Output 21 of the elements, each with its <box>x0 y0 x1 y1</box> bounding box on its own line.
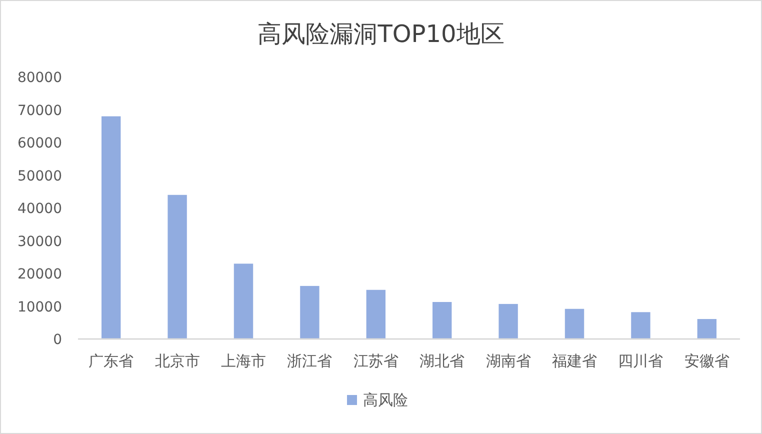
x-tick-label: 上海市 <box>221 352 266 370</box>
y-tick-label: 40000 <box>17 201 62 217</box>
y-tick-label: 10000 <box>17 299 62 316</box>
y-tick-label: 20000 <box>17 266 62 282</box>
x-tick-label: 湖北省 <box>420 352 465 370</box>
legend-label: 高风险 <box>363 391 408 409</box>
y-tick-label: 70000 <box>17 102 62 119</box>
x-tick-label: 安徽省 <box>684 352 730 370</box>
x-tick-label: 四川省 <box>618 352 664 370</box>
y-tick-label: 50000 <box>17 168 62 184</box>
y-tick-label: 30000 <box>17 234 62 250</box>
x-tick-label: 北京市 <box>154 352 200 370</box>
y-tick-label: 0 <box>53 332 62 348</box>
title: 高风险漏洞TOP10地区 <box>258 20 504 48</box>
x-tick-label: 广东省 <box>88 352 134 370</box>
x-tick-label: 浙江省 <box>287 352 332 370</box>
x-tick-label: 江苏省 <box>353 352 398 370</box>
y-tick-label: 80000 <box>17 70 62 86</box>
x-tick-label: 湖南省 <box>486 352 531 370</box>
x-tick-label: 福建省 <box>552 352 597 370</box>
y-tick-label: 60000 <box>17 136 62 152</box>
